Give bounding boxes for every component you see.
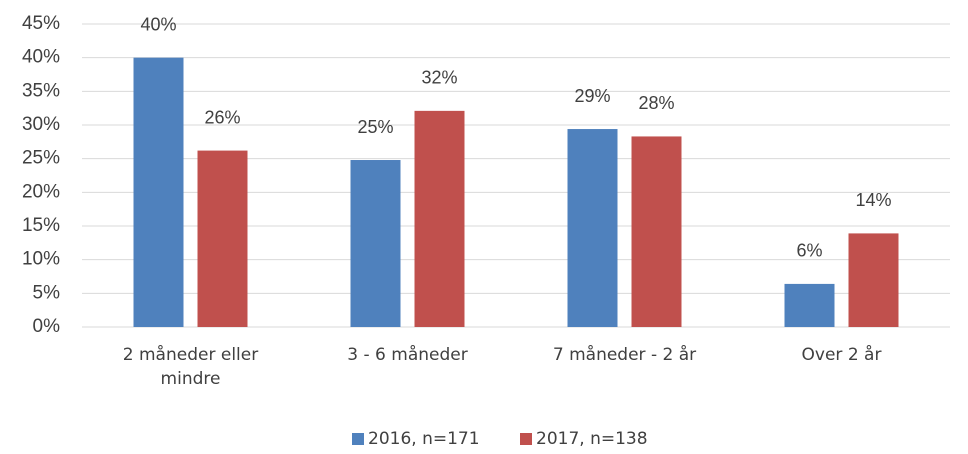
legend-item: 2017, n=138 [520, 429, 648, 449]
x-tick-label: 7 måneder - 2 år [552, 345, 697, 365]
legend-label: 2017, n=138 [536, 429, 648, 449]
bar [631, 136, 682, 327]
y-tick-label: 45% [22, 13, 60, 34]
bar [133, 57, 184, 328]
bar [414, 110, 465, 327]
data-label: 14% [855, 190, 891, 210]
legend-label: 2016, n=171 [368, 429, 480, 449]
y-tick-label: 20% [22, 181, 60, 202]
y-tick-label: 10% [22, 249, 60, 270]
x-tick-label: Over 2 år [801, 345, 882, 365]
legend-swatch [352, 433, 364, 445]
y-tick-label: 40% [22, 47, 60, 68]
bar [567, 129, 618, 327]
legend-swatch [520, 433, 532, 445]
y-tick-label: 35% [22, 80, 60, 101]
bar [350, 160, 401, 327]
data-label: 25% [357, 117, 393, 137]
y-tick-label: 5% [33, 282, 61, 303]
legend-item: 2016, n=171 [352, 429, 480, 449]
data-label: 26% [204, 107, 240, 127]
data-label: 32% [421, 68, 457, 88]
y-tick-label: 30% [22, 114, 60, 135]
bar [848, 233, 899, 327]
bar [784, 283, 835, 327]
x-tick-label: 3 - 6 måneder [347, 345, 468, 365]
data-label: 6% [796, 241, 822, 261]
y-tick-label: 15% [22, 215, 60, 236]
data-label: 29% [574, 86, 610, 106]
bar [197, 150, 248, 327]
y-tick-label: 25% [22, 148, 60, 169]
x-tick-label: 2 måneder eller mindre [122, 345, 259, 389]
y-tick-label: 0% [33, 316, 61, 337]
data-label: 40% [140, 14, 176, 34]
data-label: 28% [638, 93, 674, 113]
